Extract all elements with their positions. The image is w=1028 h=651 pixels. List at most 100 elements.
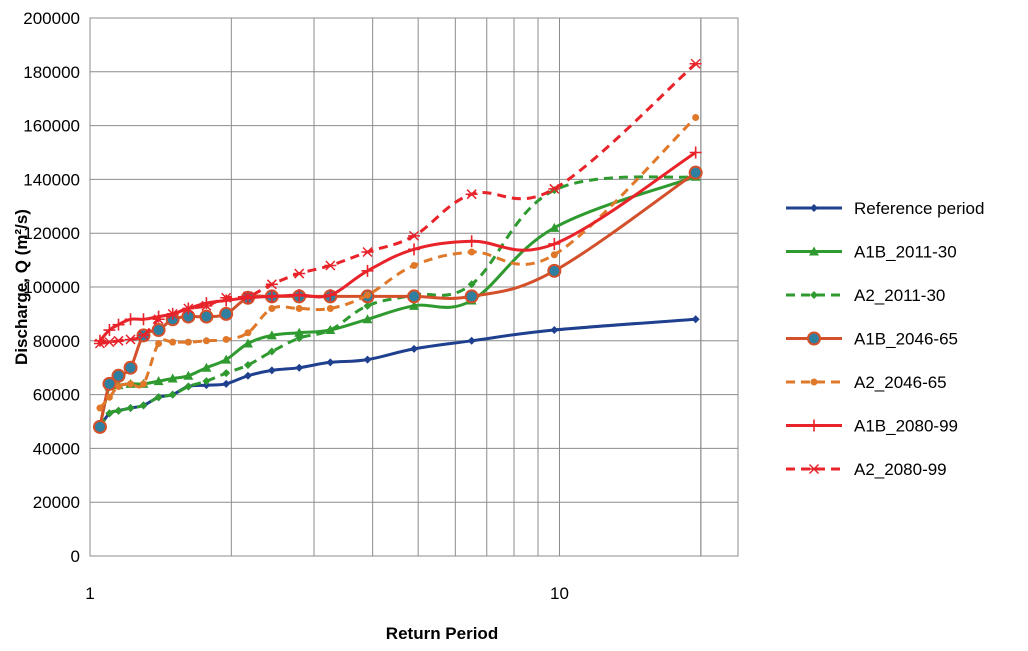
data-point [294, 327, 305, 337]
data-point [92, 419, 107, 434]
plot-border [89, 17, 739, 557]
data-point [222, 335, 230, 343]
x-tick-label: 1 [85, 584, 94, 603]
data-point [691, 315, 700, 324]
data-point [155, 339, 163, 347]
data-point [548, 183, 561, 194]
data-point [692, 114, 700, 122]
data-point [153, 376, 164, 386]
data-point [364, 291, 372, 299]
data-point [295, 305, 303, 313]
data-point [201, 362, 212, 372]
series-a2-2080-99 [93, 58, 702, 349]
data-point [407, 289, 422, 304]
data-point [200, 300, 213, 311]
data-point [102, 376, 117, 391]
data-point [410, 261, 418, 269]
legend-item: Reference period [786, 199, 984, 218]
data-point [408, 230, 421, 241]
data-point [103, 337, 116, 348]
legend-marker [809, 246, 819, 256]
data-point [166, 308, 179, 319]
data-point [112, 335, 125, 346]
data-point [202, 381, 211, 390]
data-point [105, 409, 114, 418]
y-tick-labels: 0 20000 40000 60000 80000 100000 120000 140000 1… [23, 9, 80, 566]
data-point [293, 268, 306, 279]
series-line [99, 62, 697, 345]
data-point [124, 334, 137, 345]
y-axis-title: Discharge, Q (m²/s) [12, 209, 31, 365]
data-point [123, 360, 138, 375]
data-point [242, 338, 253, 348]
grid-lines [89, 17, 739, 557]
data-point [222, 379, 231, 388]
y-tick-label: 40000 [33, 439, 80, 458]
data-point [362, 314, 373, 324]
data-point [547, 263, 562, 278]
data-point [266, 330, 277, 340]
y-tick-label: 20000 [33, 493, 80, 512]
data-point [127, 380, 135, 388]
data-point [268, 305, 276, 313]
data-point [139, 401, 148, 410]
legend-marker [810, 291, 818, 299]
legend-item: A2_2011-30 [786, 286, 945, 305]
data-point [126, 404, 135, 413]
data-point [265, 290, 278, 303]
data-point [154, 393, 163, 402]
legend-marker [810, 378, 818, 386]
data-point [295, 363, 304, 372]
legend-label: A1B_2046-65 [854, 330, 958, 349]
legend-label: A1B_2011-30 [854, 243, 957, 262]
legend-item: A1B_2046-65 [786, 330, 958, 349]
data-point [468, 248, 476, 256]
legend-item: A1B_2011-30 [786, 243, 957, 262]
data-point [465, 189, 478, 200]
data-point [465, 235, 478, 248]
data-point [408, 243, 421, 256]
data-point [221, 354, 232, 364]
legend-label: A2_2046-65 [854, 373, 947, 392]
data-point [182, 303, 195, 314]
data-point [151, 323, 166, 338]
y-tick-label: 160000 [23, 117, 80, 136]
y-tick-label: 120000 [23, 224, 80, 243]
data-point [222, 369, 231, 378]
series-a2-2046-65 [96, 114, 700, 412]
data-point [124, 313, 137, 326]
data-point [293, 289, 306, 302]
data-point [112, 318, 125, 331]
legend-label: A1B_2080-99 [854, 417, 958, 436]
data-point [363, 355, 372, 364]
legend-marker [807, 331, 821, 346]
data-point [167, 373, 178, 383]
legend-label: A2_2011-30 [854, 286, 945, 305]
data-point [409, 300, 420, 310]
series-lines [92, 58, 703, 434]
legend-item: A2_2046-65 [786, 373, 947, 392]
data-point [361, 246, 374, 258]
y-tick-label: 140000 [23, 170, 80, 189]
y-tick-label: 60000 [33, 386, 80, 405]
data-point [243, 371, 252, 380]
y-tick-label: 80000 [33, 332, 80, 351]
data-point [168, 390, 177, 399]
data-point [137, 330, 150, 341]
data-point [105, 393, 113, 401]
data-point [114, 406, 123, 415]
data-point [265, 279, 278, 290]
data-point [169, 338, 177, 346]
data-point [295, 334, 304, 343]
data-point [93, 334, 106, 347]
x-tick-label: 10 [550, 584, 569, 603]
legend-marker [808, 419, 820, 432]
y-tick-label: 200000 [23, 9, 80, 28]
data-point [93, 338, 106, 349]
data-point [96, 404, 104, 412]
data-point [139, 380, 147, 388]
data-point [326, 358, 335, 367]
series-reference-period [95, 315, 700, 431]
x-axis-title: Return Period [386, 624, 498, 643]
